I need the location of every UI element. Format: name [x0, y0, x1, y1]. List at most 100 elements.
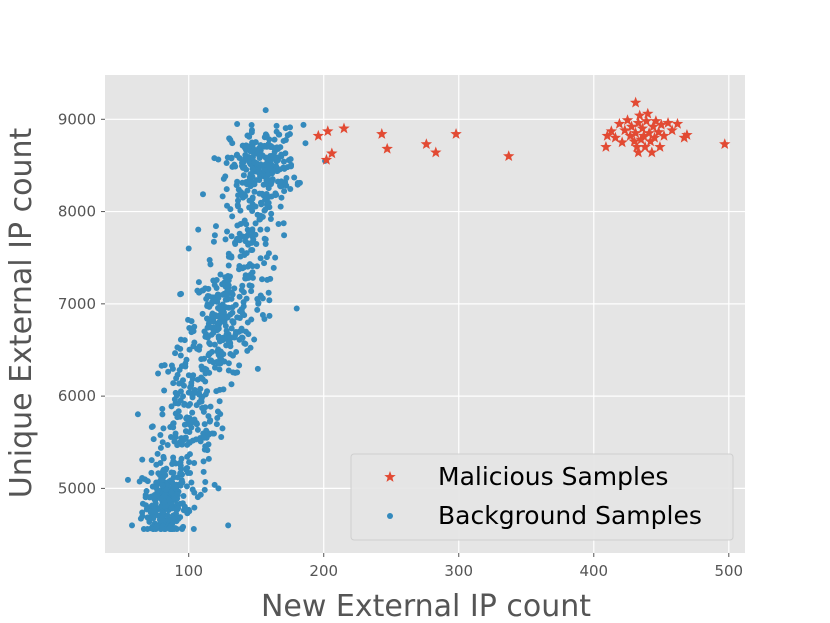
- background-sample-point: [236, 230, 243, 237]
- background-sample-point: [224, 202, 231, 209]
- background-sample-point: [228, 154, 235, 161]
- legend-malicious-label: Malicious Samples: [438, 462, 668, 491]
- background-sample-point: [188, 329, 195, 336]
- background-sample-point: [287, 185, 294, 192]
- background-sample-point: [286, 131, 293, 138]
- background-sample-point: [201, 421, 208, 428]
- background-sample-point: [241, 217, 248, 224]
- background-sample-point: [160, 425, 167, 432]
- background-sample-point: [183, 356, 190, 363]
- background-sample-point: [236, 362, 243, 369]
- background-sample-point: [248, 122, 255, 129]
- background-sample-point: [223, 159, 230, 166]
- background-sample-point: [214, 320, 221, 327]
- background-sample-point: [248, 170, 255, 177]
- background-sample-point: [191, 504, 198, 511]
- x-tick-label: 300: [444, 562, 473, 580]
- background-sample-point: [231, 285, 238, 292]
- background-sample-point: [168, 403, 175, 410]
- background-sample-point: [172, 389, 179, 396]
- background-sample-point: [215, 360, 222, 367]
- background-sample-point: [191, 459, 198, 466]
- background-sample-point: [244, 187, 251, 194]
- background-sample-point: [139, 513, 146, 520]
- background-sample-point: [262, 241, 269, 248]
- background-sample-point: [191, 323, 198, 330]
- background-sample-point: [222, 173, 229, 180]
- malicious-sample-point: [654, 140, 666, 152]
- background-sample-point: [164, 441, 171, 448]
- background-sample-point: [240, 289, 247, 296]
- background-sample-point: [170, 469, 177, 476]
- legend-box: [350, 453, 734, 541]
- background-sample-point: [249, 194, 256, 201]
- background-sample-point: [237, 253, 244, 260]
- background-sample-point: [244, 226, 251, 233]
- x-tick-label: 200: [309, 562, 338, 580]
- background-sample-point: [154, 450, 161, 457]
- background-sample-point: [150, 436, 157, 443]
- malicious-sample-point: [638, 129, 650, 141]
- background-sample-point: [161, 492, 168, 499]
- background-sample-point: [252, 220, 259, 227]
- background-sample-point: [219, 281, 226, 288]
- background-sample-point: [230, 369, 237, 376]
- background-sample-point: [197, 385, 204, 392]
- background-sample-point: [243, 250, 250, 257]
- background-sample-point: [191, 339, 198, 346]
- background-sample-point: [237, 220, 244, 227]
- background-sample-point: [172, 350, 179, 357]
- malicious-sample-point: [376, 128, 388, 139]
- background-sample-point: [236, 293, 243, 300]
- background-sample-point: [219, 314, 226, 321]
- background-sample-point: [273, 122, 280, 129]
- background-sample-point: [150, 494, 157, 501]
- x-tick-label: 500: [714, 562, 743, 580]
- background-sample-point: [239, 265, 246, 272]
- background-sample-point: [185, 372, 192, 379]
- background-sample-point: [199, 376, 206, 383]
- background-sample-point: [163, 486, 170, 493]
- background-sample-point: [248, 129, 255, 136]
- background-sample-point: [216, 366, 223, 373]
- background-sample-point: [266, 164, 273, 171]
- background-sample-point: [240, 172, 247, 179]
- background-sample-point: [219, 193, 226, 200]
- background-sample-point: [236, 155, 243, 162]
- background-sample-point: [180, 493, 187, 499]
- background-sample-point: [293, 305, 300, 312]
- background-sample-point: [177, 336, 184, 343]
- malicious-sample-point: [628, 135, 640, 147]
- background-sample-point: [272, 192, 279, 199]
- background-sample-point: [224, 228, 231, 235]
- legend: Malicious Samples Background Samples: [350, 453, 734, 541]
- background-sample-point: [251, 188, 258, 195]
- background-sample-point: [174, 491, 181, 498]
- background-sample-point: [234, 201, 241, 208]
- malicious-sample-point: [655, 118, 667, 130]
- background-sample-point: [211, 341, 218, 348]
- background-sample-point: [281, 232, 288, 239]
- background-sample-point: [182, 434, 189, 441]
- background-sample-point: [226, 135, 233, 142]
- background-sample-point: [174, 371, 181, 378]
- malicious-sample-point: [633, 109, 646, 121]
- background-sample-point: [177, 413, 184, 420]
- background-sample-point: [182, 428, 189, 435]
- background-sample-point: [249, 226, 256, 233]
- background-sample-point: [265, 199, 272, 206]
- background-sample-point: [177, 465, 184, 472]
- background-sample-point: [262, 107, 269, 114]
- malicious-sample-point: [613, 117, 626, 129]
- malicious-sample-point: [636, 122, 649, 134]
- background-sample-point: [239, 334, 246, 341]
- malicious-sample-point: [629, 96, 642, 108]
- background-sample-point: [215, 304, 221, 311]
- background-sample-point: [248, 316, 255, 323]
- background-sample-point: [259, 276, 266, 283]
- malicious-sample-point: [631, 140, 643, 152]
- malicious-sample-point: [650, 115, 662, 126]
- background-sample-point: [218, 433, 225, 440]
- background-sample-point: [185, 245, 192, 252]
- background-sample-point: [201, 355, 208, 362]
